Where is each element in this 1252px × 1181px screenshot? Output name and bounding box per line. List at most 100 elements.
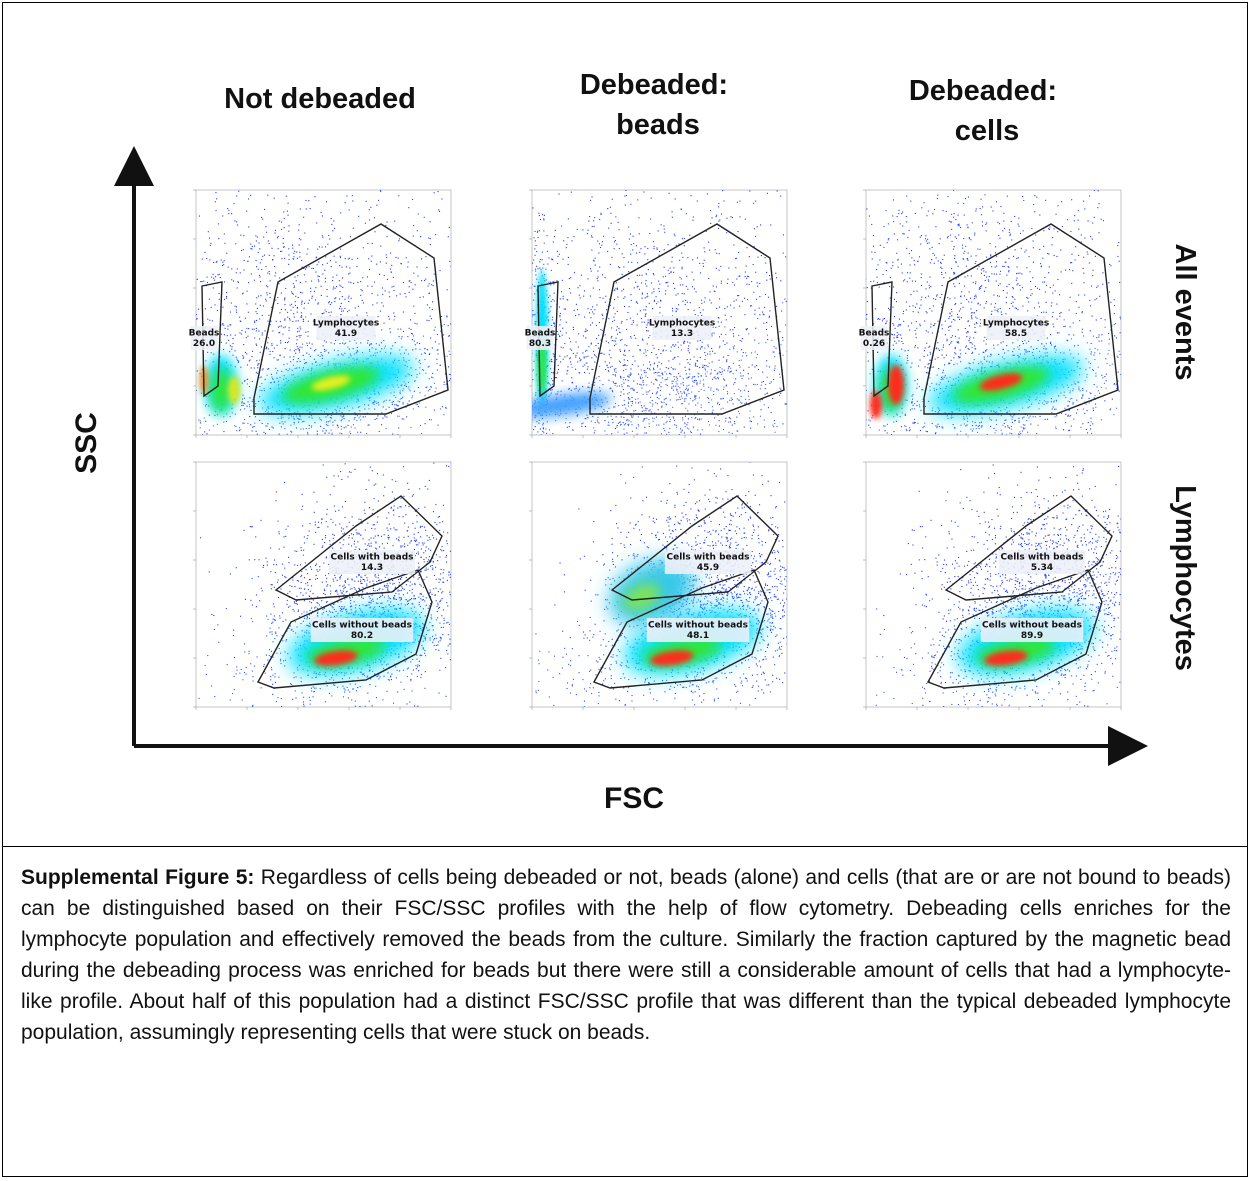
event-dot (265, 266, 267, 268)
event-dot (608, 445, 609, 446)
event-dot (637, 365, 639, 367)
event-dot (342, 286, 344, 288)
event-dot (610, 222, 612, 224)
event-dot (446, 316, 448, 318)
event-dot (334, 301, 336, 303)
event-dot (316, 437, 317, 438)
event-dot (582, 440, 583, 441)
event-dot (492, 400, 493, 401)
event-dot (279, 460, 280, 461)
event-dot (403, 441, 404, 442)
event-dot (335, 297, 337, 299)
event-dot (627, 379, 629, 381)
event-dot (243, 402, 245, 404)
event-dot (426, 319, 428, 321)
event-dot (613, 451, 614, 452)
event-dot (562, 327, 564, 329)
event-dot (776, 305, 778, 307)
event-dot (640, 369, 642, 371)
event-dot (325, 436, 326, 437)
event-dot (339, 154, 340, 155)
event-dot (189, 191, 190, 192)
event-dot (746, 355, 748, 357)
event-dot (586, 349, 588, 351)
event-dot (653, 300, 655, 302)
event-dot (520, 511, 521, 512)
event-dot (547, 446, 548, 447)
event-dot (630, 294, 632, 296)
event-dot (741, 300, 743, 302)
event-dot (509, 305, 510, 306)
event-dot (607, 342, 609, 344)
event-dot (173, 329, 174, 330)
event-dot (677, 356, 679, 358)
event-dot (271, 306, 273, 308)
event-dot (748, 404, 750, 406)
event-dot (701, 429, 703, 431)
event-dot (711, 399, 713, 401)
event-dot (524, 444, 525, 445)
event-dot (330, 218, 332, 220)
event-dot (320, 185, 321, 186)
event-dot (516, 400, 517, 401)
event-dot (615, 216, 617, 218)
event-dot (253, 164, 254, 165)
event-dot (764, 306, 766, 308)
event-dot (483, 375, 484, 376)
event-dot (482, 354, 483, 355)
event-dot (459, 382, 460, 383)
event-dot (488, 261, 489, 262)
event-dot (287, 311, 289, 313)
event-dot (572, 352, 574, 354)
event-dot (621, 253, 623, 255)
event-dot (716, 307, 718, 309)
event-dot (367, 242, 369, 244)
event-dot (680, 383, 682, 385)
event-dot (310, 347, 312, 349)
event-dot (299, 351, 301, 353)
event-dot (641, 387, 643, 389)
event-dot (297, 348, 299, 350)
event-dot (816, 336, 817, 337)
event-dot (172, 247, 173, 248)
event-dot (613, 406, 615, 408)
event-dot (694, 375, 696, 377)
event-dot (427, 349, 429, 351)
event-dot (561, 380, 563, 382)
event-dot (493, 199, 494, 200)
event-dot (426, 349, 428, 351)
event-dot (412, 395, 414, 397)
event-dot (684, 303, 686, 305)
event-dot (326, 295, 328, 297)
event-dot (373, 403, 375, 405)
event-dot (773, 351, 775, 353)
event-dot (706, 371, 708, 373)
event-dot (270, 320, 272, 322)
event-dot (638, 425, 640, 427)
event-dot (670, 167, 671, 168)
event-dot (774, 456, 775, 457)
event-dot (756, 282, 758, 284)
event-dot (614, 178, 615, 179)
event-dot (583, 295, 585, 297)
event-dot (712, 285, 714, 287)
event-dot (239, 429, 241, 431)
event-dot (725, 417, 727, 419)
event-dot (669, 373, 671, 375)
event-dot (430, 337, 432, 339)
event-dot (714, 376, 716, 378)
event-dot (652, 417, 654, 419)
event-dot (287, 202, 289, 204)
event-dot (264, 176, 265, 177)
event-dot (360, 419, 362, 421)
event-dot (682, 300, 684, 302)
event-dot (751, 352, 753, 354)
event-dot (463, 325, 464, 326)
event-dot (785, 300, 787, 302)
beads-gate (201, 281, 223, 398)
event-dot (388, 406, 390, 408)
event-dot (408, 327, 410, 329)
event-dot (766, 376, 768, 378)
event-dot (285, 287, 287, 289)
event-dot (293, 418, 295, 420)
